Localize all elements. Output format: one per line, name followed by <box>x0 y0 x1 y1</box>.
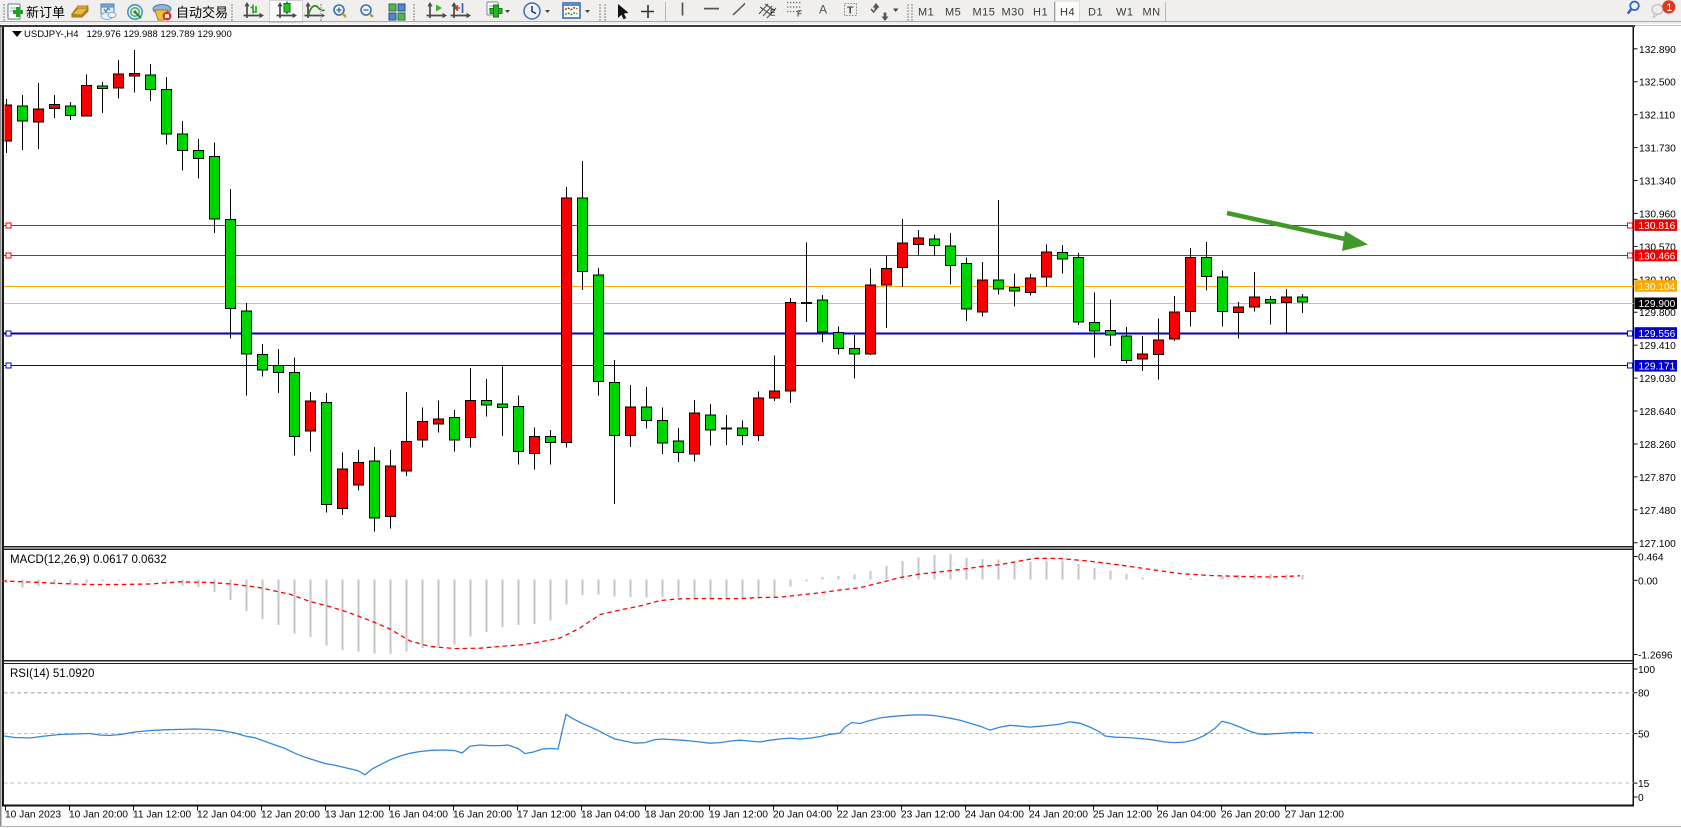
svg-text:131.340: 131.340 <box>1639 177 1676 188</box>
svg-text:D1: D1 <box>1088 7 1103 19</box>
svg-text:80: 80 <box>1638 689 1650 700</box>
svg-text:100: 100 <box>1638 665 1655 676</box>
svg-text:129.030: 129.030 <box>1639 374 1676 385</box>
svg-text:12 Jan 20:00: 12 Jan 20:00 <box>261 810 320 821</box>
svg-text:132.500: 132.500 <box>1639 78 1676 89</box>
svg-text:H4: H4 <box>1060 7 1075 19</box>
svg-text:USDJPY-,H4 129.976 129.988 1: USDJPY-,H4 129.976 129.988 129.789 129.9… <box>24 29 232 40</box>
svg-text:1: 1 <box>1666 2 1672 14</box>
svg-text:50: 50 <box>1638 730 1650 741</box>
svg-text:20 Jan 04:00: 20 Jan 04:00 <box>773 810 832 821</box>
svg-text:128.640: 128.640 <box>1639 407 1676 418</box>
svg-text:10 Jan 2023: 10 Jan 2023 <box>5 810 61 821</box>
svg-text:127.870: 127.870 <box>1639 473 1676 484</box>
svg-text:M1: M1 <box>918 7 934 19</box>
svg-text:F: F <box>797 10 802 19</box>
svg-text:MN: MN <box>1143 7 1161 19</box>
svg-text:131.730: 131.730 <box>1639 144 1676 155</box>
svg-text:-1.2696: -1.2696 <box>1638 651 1673 662</box>
svg-text:26 Jan 20:00: 26 Jan 20:00 <box>1221 810 1280 821</box>
svg-text:130.104: 130.104 <box>1639 282 1676 293</box>
svg-text:M15: M15 <box>973 7 996 19</box>
svg-text:H1: H1 <box>1033 7 1048 19</box>
svg-text:10 Jan 20:00: 10 Jan 20:00 <box>69 810 128 821</box>
svg-text:25 Jan 12:00: 25 Jan 12:00 <box>1093 810 1152 821</box>
svg-text:128.260: 128.260 <box>1639 440 1676 451</box>
svg-text:127.100: 127.100 <box>1639 539 1676 550</box>
svg-text:24 Jan 04:00: 24 Jan 04:00 <box>965 810 1024 821</box>
svg-text:129.171: 129.171 <box>1639 362 1676 373</box>
svg-text:M30: M30 <box>1002 7 1025 19</box>
svg-text:18 Jan 04:00: 18 Jan 04:00 <box>581 810 640 821</box>
svg-text:130.960: 130.960 <box>1639 209 1676 220</box>
svg-text:11 Jan 12:00: 11 Jan 12:00 <box>133 810 191 821</box>
svg-text:132.890: 132.890 <box>1639 45 1676 56</box>
svg-text:129.900: 129.900 <box>1639 299 1676 310</box>
svg-text:E: E <box>770 9 775 18</box>
svg-text:129.410: 129.410 <box>1639 341 1676 352</box>
svg-text:22 Jan 23:00: 22 Jan 23:00 <box>837 810 896 821</box>
svg-text:自动交易: 自动交易 <box>176 5 228 20</box>
svg-text:MACD(12,26,9) 0.0617 0.0632: MACD(12,26,9) 0.0617 0.0632 <box>10 554 167 566</box>
svg-text:RSI(14) 51.0920: RSI(14) 51.0920 <box>10 668 94 680</box>
svg-text:23 Jan 12:00: 23 Jan 12:00 <box>901 810 960 821</box>
svg-text:129.800: 129.800 <box>1639 308 1676 319</box>
svg-text:130.816: 130.816 <box>1639 221 1676 232</box>
svg-text:0.00: 0.00 <box>1638 576 1658 587</box>
svg-text:M5: M5 <box>945 7 961 19</box>
svg-text:15: 15 <box>1638 779 1650 790</box>
svg-text:27 Jan 12:00: 27 Jan 12:00 <box>1285 810 1344 821</box>
svg-text:19 Jan 12:00: 19 Jan 12:00 <box>709 810 768 821</box>
svg-text:0: 0 <box>1638 793 1644 804</box>
svg-text:129.556: 129.556 <box>1639 329 1676 340</box>
svg-text:130.466: 130.466 <box>1639 251 1676 262</box>
svg-text:A: A <box>819 3 827 17</box>
svg-text:T: T <box>847 5 854 17</box>
svg-text:24 Jan 20:00: 24 Jan 20:00 <box>1029 810 1088 821</box>
svg-text:127.480: 127.480 <box>1639 506 1676 517</box>
svg-text:17 Jan 12:00: 17 Jan 12:00 <box>517 810 576 821</box>
svg-text:26 Jan 04:00: 26 Jan 04:00 <box>1157 810 1216 821</box>
svg-text:新订单: 新订单 <box>26 5 65 20</box>
svg-text:W1: W1 <box>1116 7 1134 19</box>
svg-text:18 Jan 20:00: 18 Jan 20:00 <box>645 810 704 821</box>
svg-text:12 Jan 04:00: 12 Jan 04:00 <box>197 810 256 821</box>
svg-text:132.110: 132.110 <box>1639 111 1675 122</box>
svg-text:13 Jan 12:00: 13 Jan 12:00 <box>325 810 384 821</box>
svg-text:16 Jan 04:00: 16 Jan 04:00 <box>389 810 448 821</box>
svg-text:130.570: 130.570 <box>1639 242 1676 253</box>
svg-text:16 Jan 20:00: 16 Jan 20:00 <box>453 810 512 821</box>
svg-text:0.464: 0.464 <box>1638 553 1664 564</box>
